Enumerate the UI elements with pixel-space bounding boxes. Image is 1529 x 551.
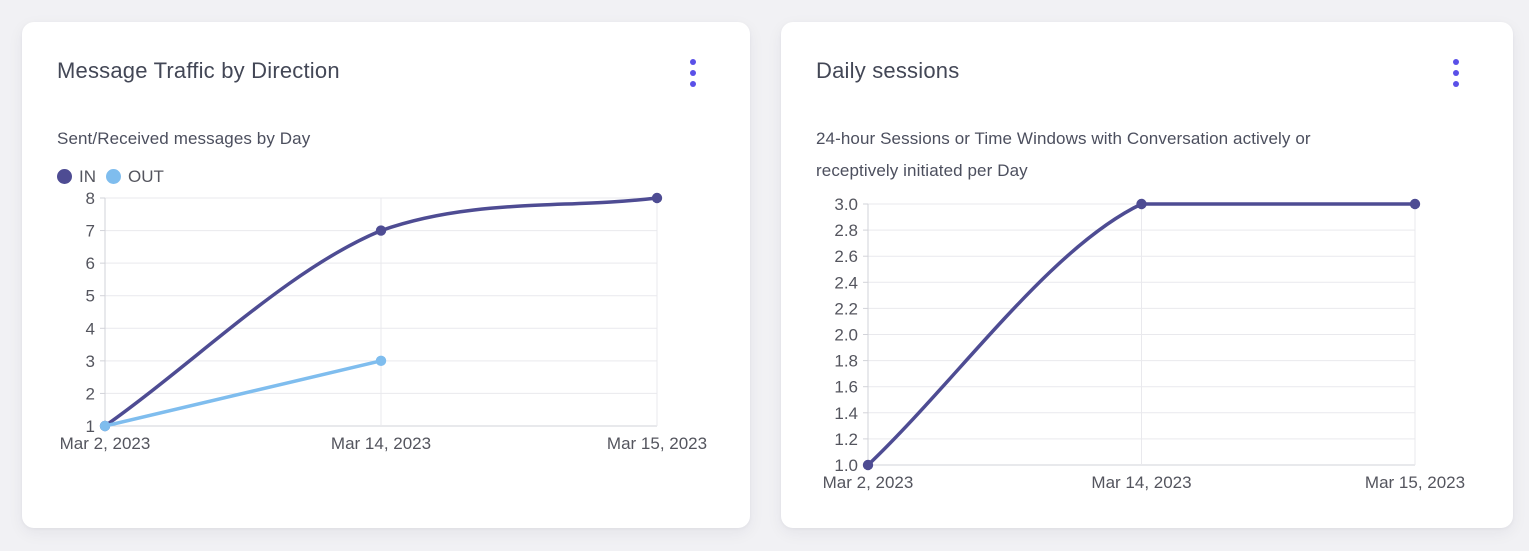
message-traffic-line-chart: 1 2 3 4 5 6 7 8 Mar 2, 2023 Mar 14, 2023 Mar 15, 2… xyxy=(60,189,707,453)
y-tick-label: 1.6 xyxy=(834,378,858,397)
y-tick-label: 4 xyxy=(86,319,95,338)
x-tick-label: Mar 15, 2023 xyxy=(607,434,707,453)
y-tick-label: 3 xyxy=(86,351,95,370)
legend-item-out[interactable]: OUT xyxy=(106,167,164,187)
x-tick-label: Mar 2, 2023 xyxy=(823,473,914,492)
message-traffic-card: Message Traffic by Direction Sent/Receiv… xyxy=(22,22,750,528)
y-tick-label: 2.2 xyxy=(834,299,858,318)
x-tick-label: Mar 2, 2023 xyxy=(60,434,151,453)
data-point xyxy=(99,420,111,431)
card-title-message-traffic: Message Traffic by Direction xyxy=(57,58,340,83)
x-tick-label: Mar 14, 2023 xyxy=(331,434,431,453)
y-tick-label: 1.4 xyxy=(834,404,858,423)
legend-label: IN xyxy=(79,166,96,186)
series-line-daily-sessions xyxy=(866,202,1417,467)
legend-label: OUT xyxy=(128,166,164,186)
y-tick-label: 6 xyxy=(86,254,95,273)
y-tick-label: 1.0 xyxy=(834,456,858,475)
kebab-dot xyxy=(1453,70,1459,76)
card-subtitle: Sent/Received messages by Day xyxy=(57,129,311,148)
y-tick-label: 1.8 xyxy=(834,352,858,371)
legend-dot-icon xyxy=(57,169,72,184)
y-tick-label: 1 xyxy=(86,417,95,436)
y-tick-label: 3.0 xyxy=(834,195,858,214)
x-tick-label: Mar 14, 2023 xyxy=(1091,473,1191,492)
card-title-daily-sessions: Daily sessions xyxy=(816,58,960,83)
data-point xyxy=(375,224,387,236)
kebab-dot xyxy=(1453,81,1459,87)
y-tick-label: 1.2 xyxy=(834,430,858,449)
series-line-out xyxy=(103,358,383,428)
card-header: Daily sessions xyxy=(816,58,1478,90)
y-tick-label: 8 xyxy=(86,189,95,208)
y-tick-label: 2.0 xyxy=(834,326,858,345)
y-tick-label: 5 xyxy=(86,286,95,305)
y-tick-label: 7 xyxy=(86,221,95,240)
y-tick-label: 2 xyxy=(86,384,95,403)
data-point xyxy=(651,192,663,203)
data-point xyxy=(862,459,874,471)
kebab-menu-icon[interactable] xyxy=(1442,56,1470,90)
kebab-dot xyxy=(690,59,696,65)
kebab-dot xyxy=(1453,59,1459,65)
y-tick-label: 2.8 xyxy=(834,221,858,240)
card-header: Message Traffic by Direction xyxy=(57,58,715,90)
data-point xyxy=(375,355,387,366)
y-tick-label: 2.4 xyxy=(834,273,858,292)
y-tick-label: 2.6 xyxy=(834,247,858,266)
card-subtitle: 24-hour Sessions or Time Windows with Co… xyxy=(816,129,1311,180)
legend-dot-icon xyxy=(106,169,121,184)
legend-item-in[interactable]: IN xyxy=(57,167,96,187)
kebab-dot xyxy=(690,70,696,76)
data-point xyxy=(1136,198,1147,210)
data-point xyxy=(1409,198,1421,210)
kebab-menu-icon[interactable] xyxy=(679,56,707,90)
x-tick-label: Mar 15, 2023 xyxy=(1365,473,1465,492)
kebab-dot xyxy=(690,81,696,87)
daily-sessions-line-chart: 1.0 1.2 1.4 1.6 1.8 2.0 2.2 2.4 2.6 2.8 3.0 Mar 2, … xyxy=(823,195,1465,492)
daily-sessions-card: Daily sessions 24-hour Sessions or Time … xyxy=(781,22,1513,528)
chart-legend: IN OUT xyxy=(57,167,715,187)
